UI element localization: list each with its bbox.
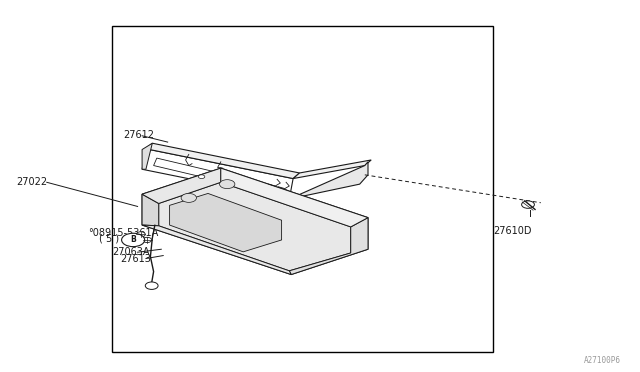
Circle shape	[522, 201, 534, 208]
Circle shape	[220, 180, 235, 189]
Circle shape	[198, 175, 205, 179]
Text: 27613: 27613	[120, 254, 151, 263]
Polygon shape	[142, 168, 221, 203]
Polygon shape	[142, 149, 293, 199]
Text: B: B	[131, 235, 136, 244]
Text: 27022: 27022	[16, 177, 47, 187]
Bar	[112, 26, 493, 352]
Polygon shape	[142, 143, 152, 169]
Polygon shape	[293, 160, 371, 179]
Text: °08915-5361A: °08915-5361A	[88, 228, 159, 237]
Polygon shape	[170, 193, 282, 252]
Polygon shape	[289, 218, 368, 275]
Polygon shape	[142, 168, 368, 275]
Circle shape	[122, 233, 145, 247]
Polygon shape	[221, 168, 368, 227]
Text: A27100P6: A27100P6	[584, 356, 621, 365]
Circle shape	[136, 232, 145, 237]
Polygon shape	[159, 182, 351, 271]
Polygon shape	[142, 194, 159, 226]
Polygon shape	[142, 225, 291, 275]
Circle shape	[227, 181, 234, 185]
Polygon shape	[146, 143, 300, 179]
Text: 27063A: 27063A	[112, 247, 150, 257]
Circle shape	[145, 282, 158, 289]
Circle shape	[181, 193, 196, 202]
Polygon shape	[289, 162, 368, 199]
Text: ( 5 ): ( 5 )	[99, 234, 119, 244]
Text: 27610D: 27610D	[493, 226, 531, 236]
Text: 27612: 27612	[123, 130, 154, 140]
Circle shape	[143, 237, 152, 243]
